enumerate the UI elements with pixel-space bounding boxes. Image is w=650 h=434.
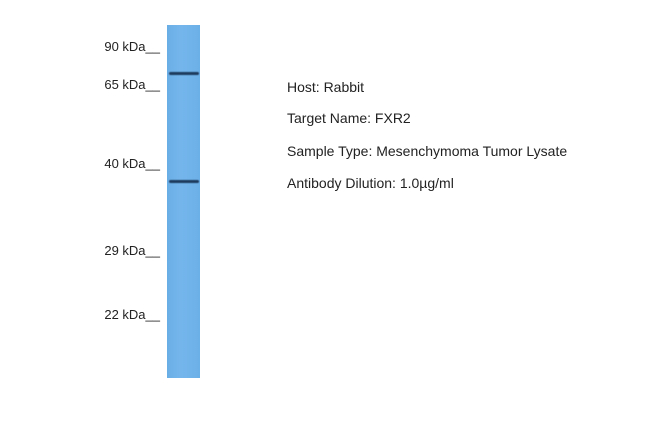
sample-label: Sample Type: Mesenchymoma Tumor Lysate — [287, 143, 568, 159]
marker-90kda: 90 kDa__ — [104, 39, 160, 54]
marker-65kda: 65 kDa__ — [104, 77, 160, 92]
host-label: Host: Rabbit — [287, 79, 365, 95]
marker-22kda: 22 kDa__ — [104, 307, 160, 322]
band-upper — [169, 72, 199, 75]
marker-40kda: 40 kDa__ — [104, 156, 160, 171]
dilution-label: Antibody Dilution: 1.0µg/ml — [287, 175, 454, 191]
target-label: Target Name: FXR2 — [287, 110, 411, 126]
blot-lane — [167, 25, 200, 378]
band-lower — [169, 180, 199, 183]
marker-29kda: 29 kDa__ — [104, 243, 160, 258]
